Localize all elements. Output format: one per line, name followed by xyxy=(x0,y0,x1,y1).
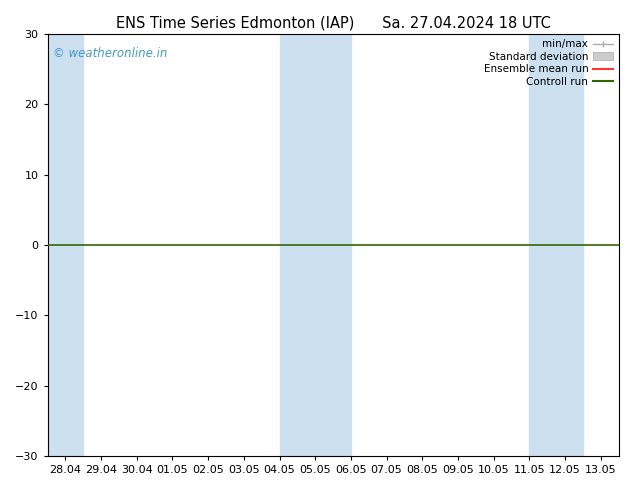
Legend: min/max, Standard deviation, Ensemble mean run, Controll run: min/max, Standard deviation, Ensemble me… xyxy=(484,39,613,87)
Bar xyxy=(529,34,583,456)
Title: ENS Time Series Edmonton (IAP)      Sa. 27.04.2024 18 UTC: ENS Time Series Edmonton (IAP) Sa. 27.04… xyxy=(115,15,550,30)
Bar xyxy=(280,34,351,456)
Text: © weatheronline.in: © weatheronline.in xyxy=(53,47,167,60)
Bar xyxy=(48,34,83,456)
